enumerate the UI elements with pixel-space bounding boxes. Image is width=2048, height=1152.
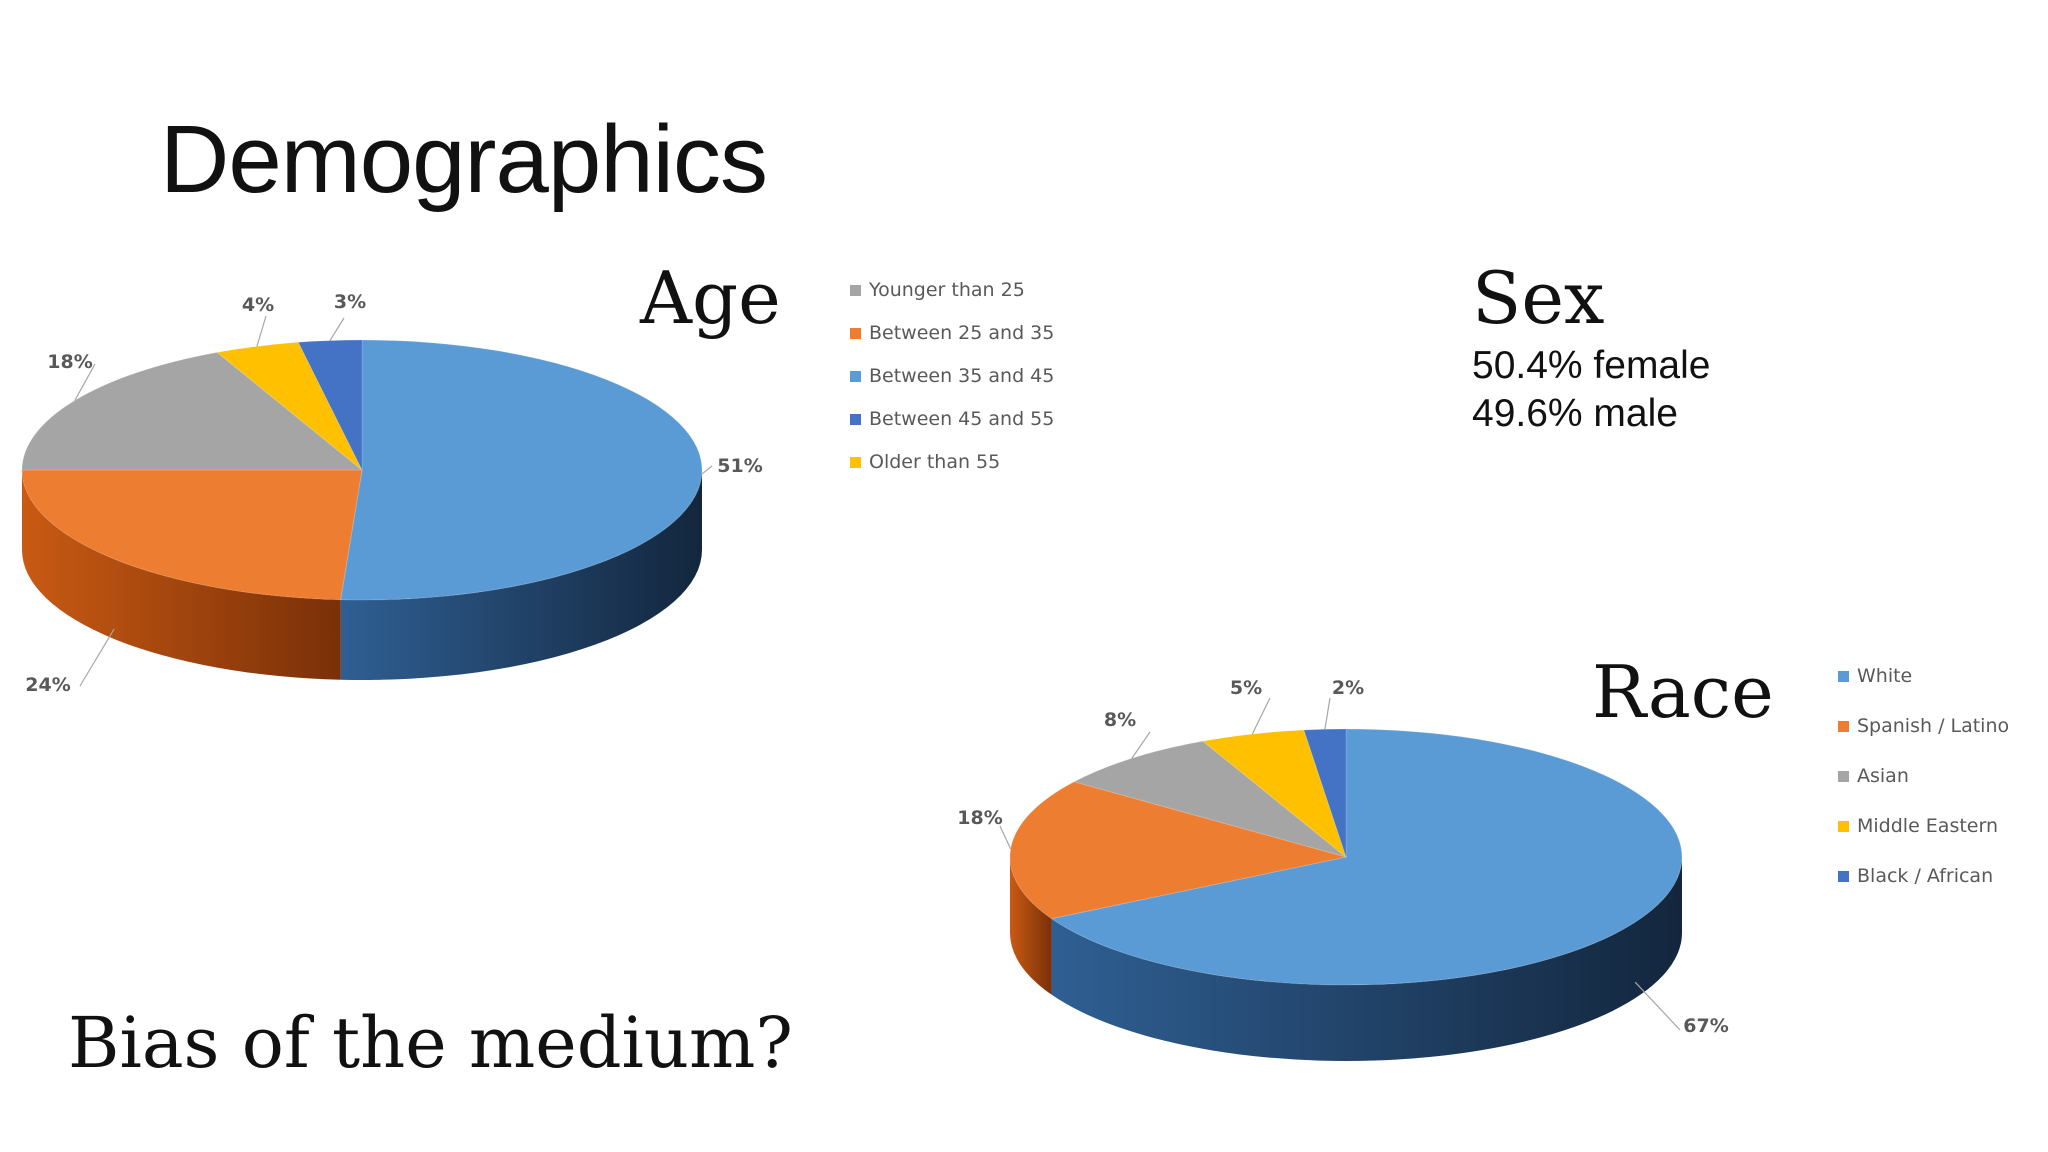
race-side-white — [1051, 857, 1682, 1062]
age-legend-between-45-and-55: Between 45 and 55 — [869, 408, 1054, 430]
race-legend-spanish-latino: Spanish / Latino — [1857, 715, 2009, 737]
race-label-white: 67% — [1683, 1015, 1728, 1037]
sex-male-line: 49.6% male — [1472, 392, 1678, 435]
race-legend-swatch-middle-eastern — [1838, 821, 1849, 832]
race-legend-swatch-asian — [1838, 771, 1849, 782]
race-legend: White Spanish / Latino Asian Middle Eastern… — [1838, 665, 2009, 887]
age-leader-older-than-55 — [256, 315, 267, 347]
age-leader-between-35-and-45 — [701, 465, 713, 475]
age-chart-title: Age — [640, 256, 781, 340]
race-leader-middle-eastern — [1251, 697, 1271, 735]
race-legend-white: White — [1857, 665, 1912, 687]
age-leader-younger-than-25 — [74, 363, 96, 401]
race-label-spanish-latino: 18% — [957, 807, 1002, 829]
race-legend-black-african: Black / African — [1857, 865, 1993, 887]
race-leader-spanish-latino — [999, 825, 1012, 850]
age-pie-chart: 51% 24% 18% 4% 3% — [21, 291, 763, 696]
race-legend-middle-eastern: Middle Eastern — [1857, 815, 1998, 837]
race-leader-white — [1634, 981, 1681, 1031]
age-slice-between-45-and-55 — [297, 339, 363, 471]
age-legend-swatch-younger-than-25 — [850, 285, 861, 296]
age-leader-between-25-and-35 — [79, 628, 115, 687]
age-legend-swatch-between-45-and-55 — [850, 414, 861, 425]
age-slice-between-25-and-35 — [21, 469, 363, 601]
race-chart-title: Race — [1592, 650, 1774, 734]
age-label-younger-than-25: 18% — [47, 351, 92, 373]
race-legend-swatch-spanish-latino — [1838, 721, 1849, 732]
sex-female-line: 50.4% female — [1472, 344, 1711, 387]
race-label-middle-eastern: 5% — [1230, 677, 1262, 699]
race-legend-swatch-black-african — [1838, 871, 1849, 882]
race-legend-swatch-white — [1838, 671, 1849, 682]
race-slice-middle-eastern — [1201, 729, 1348, 859]
age-side-between-35-and-45 — [340, 470, 702, 680]
race-slice-spanish-latino — [1009, 781, 1347, 920]
age-legend-swatch-older-than-55 — [850, 457, 861, 468]
age-legend-swatch-between-25-and-35 — [850, 328, 861, 339]
race-legend-asian: Asian — [1857, 765, 1909, 787]
race-leader-asian — [1131, 731, 1151, 759]
age-legend-swatch-between-35-and-45 — [850, 371, 861, 382]
age-legend-younger-than-25: Younger than 25 — [868, 279, 1025, 301]
bias-question: Bias of the medium? — [68, 1002, 793, 1084]
age-label-between-25-and-35: 24% — [25, 674, 70, 696]
age-legend: Younger than 25 Between 25 and 35 Between … — [850, 279, 1054, 473]
race-slice-white — [1050, 728, 1683, 986]
age-label-older-than-55: 4% — [242, 294, 274, 316]
age-legend-between-25-and-35: Between 25 and 35 — [869, 322, 1054, 344]
age-leader-between-45-and-55 — [329, 317, 345, 341]
race-side-spanish-latino — [1010, 857, 1052, 995]
age-side-between-25-and-35 — [22, 470, 341, 680]
age-slice-older-than-55 — [216, 341, 363, 471]
age-label-between-45-and-55: 3% — [334, 291, 366, 313]
slide-title: Demographics — [160, 106, 768, 213]
race-label-black-african: 2% — [1332, 677, 1364, 699]
age-slice-between-35-and-45 — [340, 339, 703, 601]
race-pie-chart: 67% 18% 8% 5% 2% — [957, 677, 1729, 1062]
age-legend-older-than-55: Older than 55 — [869, 451, 1000, 473]
sex-heading: Sex — [1472, 256, 1605, 340]
age-label-between-35-and-45: 51% — [717, 455, 762, 477]
race-leader-black-african — [1324, 697, 1331, 730]
age-legend-between-35-and-45: Between 35 and 45 — [869, 365, 1054, 387]
race-label-asian: 8% — [1104, 709, 1136, 731]
